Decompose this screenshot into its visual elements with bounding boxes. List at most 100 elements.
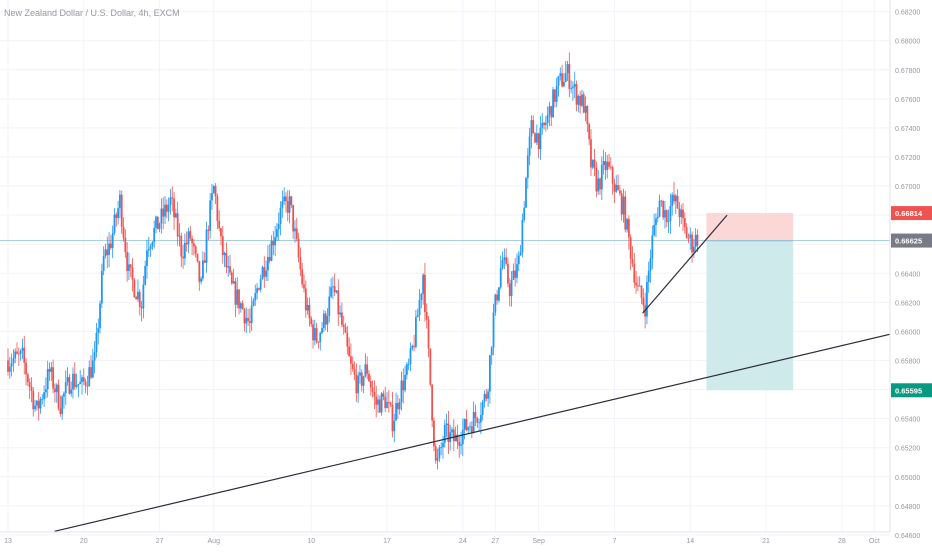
candle-down (180, 235, 183, 257)
candle-down (447, 423, 450, 442)
candle-down (696, 234, 699, 246)
candle-up (267, 256, 269, 271)
candle-down (286, 201, 289, 213)
candle-up (535, 133, 538, 143)
candle-up (658, 200, 661, 217)
candle-up (411, 345, 414, 349)
candle-down (593, 159, 596, 169)
candle-up (516, 264, 518, 278)
candle-up (483, 394, 486, 402)
candle-down (360, 372, 363, 386)
candle-up (313, 328, 316, 341)
candle-up (77, 383, 80, 386)
candle-up (79, 382, 82, 384)
candle-up (498, 287, 500, 301)
candle-up (160, 208, 163, 224)
candle-down (122, 226, 125, 238)
candle-up (487, 391, 489, 399)
candle-up (97, 328, 100, 333)
candle-down (673, 194, 675, 202)
candle-down (17, 353, 20, 355)
time-axis[interactable]: 13 20 27 Aug 10 17 24 27 Sep 7 14 21 28 Oct (0, 531, 890, 545)
candle-down (586, 106, 589, 125)
candle-up (212, 186, 215, 194)
candle-up (256, 288, 258, 294)
candle-up (510, 279, 513, 296)
candle-up (326, 316, 329, 325)
candle-up (46, 369, 49, 390)
candle-up (615, 185, 618, 192)
candle-down (496, 294, 499, 301)
candle-down (588, 124, 591, 140)
candle-up (45, 389, 47, 393)
candle-up (128, 264, 130, 272)
position-zones (0, 213, 890, 391)
time-tick-label: 24 (459, 538, 467, 545)
candle-down (194, 246, 197, 254)
candle-up (277, 224, 280, 230)
candle-up (517, 255, 520, 265)
candle-down (86, 385, 89, 387)
candle-down (315, 328, 318, 342)
candle-up (409, 348, 412, 365)
candle-up (420, 293, 423, 300)
candle-up (111, 232, 114, 248)
candle-down (68, 377, 71, 394)
candle-down (617, 185, 619, 191)
candle-down (635, 282, 637, 286)
candle-down (396, 402, 399, 410)
candle-up (393, 420, 396, 432)
candle-down (257, 288, 260, 290)
candle-down (553, 89, 556, 102)
candle-up (626, 219, 628, 230)
candle-up (55, 384, 58, 393)
candle-up (169, 197, 172, 205)
candle-up (362, 376, 365, 386)
candle-down (229, 266, 231, 273)
candle-down (389, 402, 392, 405)
candle-down (561, 73, 563, 87)
candle-up (559, 73, 562, 77)
candle-up (600, 164, 603, 190)
candle-up (108, 243, 110, 256)
price-tick-label: 0.67600 (895, 97, 920, 104)
candle-down (129, 264, 132, 268)
candle-up (606, 161, 609, 171)
price-axis[interactable]: 0.68200 0.68000 0.67800 0.67600 0.67400 0.672… (889, 0, 932, 550)
candle-up (117, 208, 119, 218)
candle-up (19, 350, 22, 354)
price-label-text: 0.65595 (895, 386, 922, 395)
candle-down (234, 281, 237, 305)
candle-down (532, 120, 535, 134)
candle-up (442, 442, 444, 448)
candle-up (472, 412, 475, 433)
candle-up (443, 424, 446, 443)
candle-up (512, 270, 515, 280)
candle-up (357, 375, 360, 394)
candle-down (355, 374, 358, 394)
candle-up (66, 377, 69, 383)
candle-down (131, 267, 134, 280)
candle-down (171, 197, 174, 199)
candle-up (422, 274, 425, 294)
candle-up (174, 213, 177, 218)
candle-up (178, 235, 181, 237)
candle-up (438, 447, 441, 459)
candle-down (115, 214, 118, 218)
candle-up (398, 402, 401, 410)
candle-down (84, 381, 87, 386)
candle-up (252, 300, 255, 306)
candle-up (34, 405, 36, 410)
candle-up (95, 332, 98, 353)
candle-up (440, 447, 443, 449)
candle-up (265, 270, 267, 277)
candle-down (691, 234, 693, 253)
candle-up (276, 229, 278, 238)
candle-up (21, 347, 24, 351)
candle-down (620, 193, 623, 215)
candle-up (91, 360, 94, 378)
candle-up (104, 249, 107, 256)
price-tick-label: 0.66400 (895, 271, 920, 278)
